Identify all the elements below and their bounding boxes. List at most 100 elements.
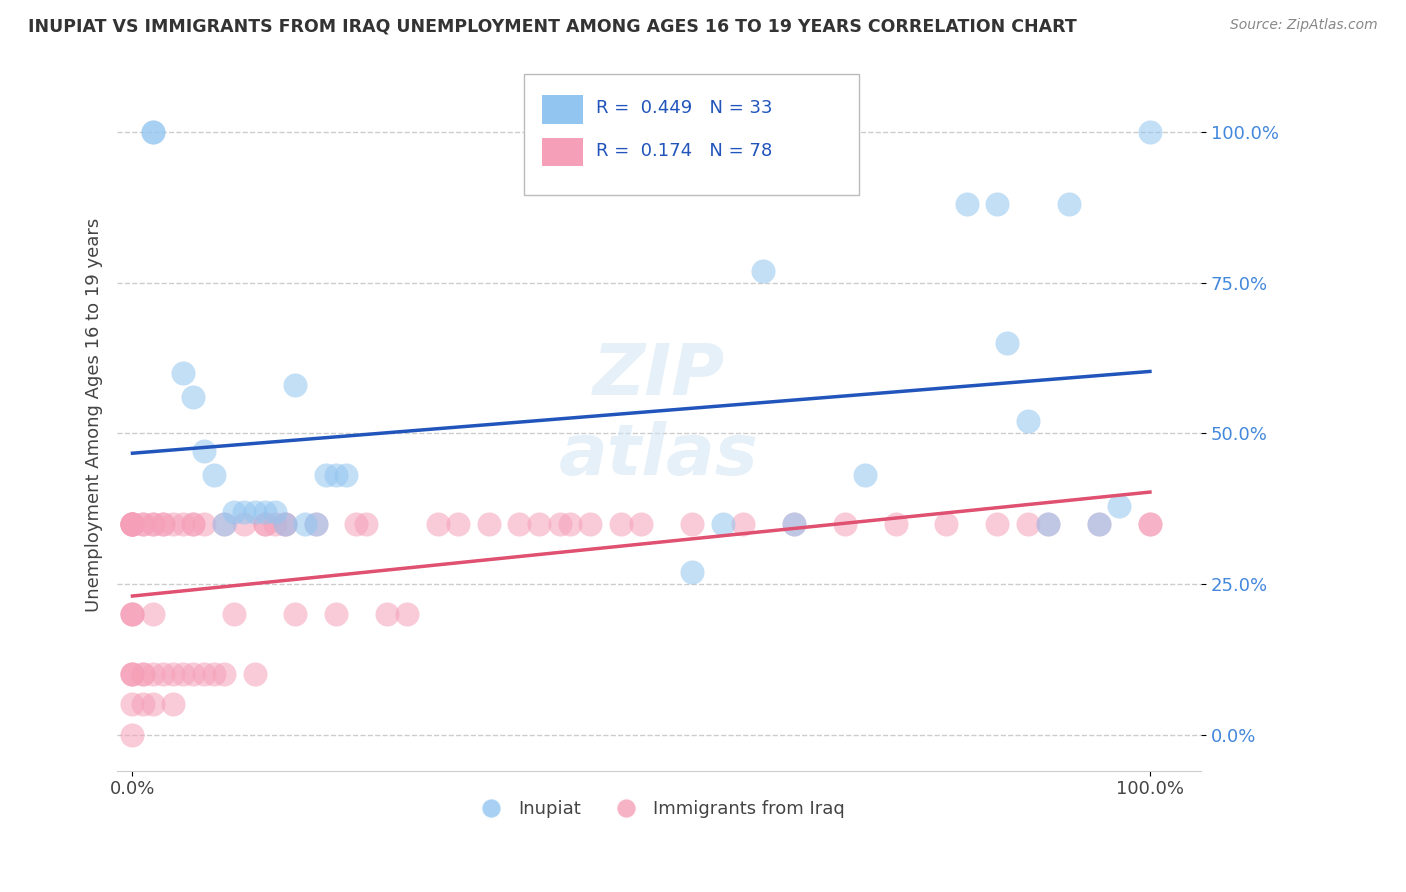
Text: R =  0.449   N = 33: R = 0.449 N = 33: [596, 99, 773, 117]
Point: [121, 698, 143, 712]
Point: [212, 516, 235, 531]
Point: [986, 516, 1008, 531]
Point: [253, 505, 276, 519]
Point: [121, 516, 143, 531]
Point: [529, 516, 551, 531]
Point: [396, 607, 419, 621]
Text: R =  0.174   N = 78: R = 0.174 N = 78: [596, 142, 772, 160]
Y-axis label: Unemployment Among Ages 16 to 19 years: Unemployment Among Ages 16 to 19 years: [86, 218, 103, 612]
Point: [172, 667, 194, 681]
Point: [426, 516, 449, 531]
Point: [783, 516, 806, 531]
Point: [152, 516, 174, 531]
Text: INUPIAT VS IMMIGRANTS FROM IRAQ UNEMPLOYMENT AMONG AGES 16 TO 19 YEARS CORRELATI: INUPIAT VS IMMIGRANTS FROM IRAQ UNEMPLOY…: [28, 18, 1077, 36]
Point: [294, 516, 316, 531]
Point: [1139, 516, 1161, 531]
Point: [264, 516, 287, 531]
Point: [508, 516, 530, 531]
Point: [121, 667, 143, 681]
Point: [142, 125, 165, 139]
Point: [121, 667, 143, 681]
Point: [193, 667, 215, 681]
Point: [121, 607, 143, 621]
Point: [131, 516, 153, 531]
Point: [477, 516, 499, 531]
Point: [253, 516, 276, 531]
Point: [1139, 125, 1161, 139]
Point: [284, 607, 307, 621]
Point: [681, 516, 703, 531]
Point: [152, 667, 174, 681]
Point: [142, 516, 165, 531]
Point: [183, 516, 205, 531]
Point: [356, 516, 378, 531]
Point: [121, 607, 143, 621]
Point: [1038, 516, 1060, 531]
Point: [447, 516, 470, 531]
Point: [202, 468, 225, 483]
Point: [202, 667, 225, 681]
FancyBboxPatch shape: [541, 138, 583, 166]
Point: [162, 667, 184, 681]
Point: [183, 667, 205, 681]
Point: [731, 516, 754, 531]
Point: [121, 516, 143, 531]
Point: [131, 667, 153, 681]
Point: [1038, 516, 1060, 531]
Point: [243, 505, 266, 519]
FancyBboxPatch shape: [523, 74, 859, 194]
Point: [315, 468, 337, 483]
Text: ZIP
atlas: ZIP atlas: [560, 341, 759, 490]
Point: [1108, 499, 1130, 513]
Point: [558, 516, 581, 531]
Point: [121, 516, 143, 531]
Point: [681, 565, 703, 579]
Point: [142, 125, 165, 139]
Point: [274, 516, 297, 531]
Point: [152, 516, 174, 531]
Point: [142, 698, 165, 712]
Point: [1088, 516, 1111, 531]
Point: [274, 516, 297, 531]
Point: [610, 516, 633, 531]
Point: [183, 390, 205, 404]
Point: [264, 505, 287, 519]
Point: [121, 516, 143, 531]
Point: [548, 516, 571, 531]
Point: [1088, 516, 1111, 531]
Point: [172, 516, 194, 531]
Legend: Inupiat, Immigrants from Iraq: Inupiat, Immigrants from Iraq: [465, 793, 852, 826]
Point: [783, 516, 806, 531]
Point: [752, 263, 775, 277]
Point: [193, 516, 215, 531]
Point: [131, 516, 153, 531]
Point: [1017, 516, 1039, 531]
Point: [233, 516, 256, 531]
Point: [956, 197, 979, 211]
Point: [274, 516, 297, 531]
Point: [325, 607, 347, 621]
Point: [997, 335, 1019, 350]
Point: [986, 197, 1008, 211]
Point: [121, 607, 143, 621]
Point: [579, 516, 602, 531]
Point: [142, 516, 165, 531]
Point: [212, 667, 235, 681]
Text: Source: ZipAtlas.com: Source: ZipAtlas.com: [1230, 18, 1378, 32]
Point: [834, 516, 856, 531]
Point: [162, 516, 184, 531]
Point: [711, 516, 734, 531]
Point: [121, 667, 143, 681]
Point: [131, 698, 153, 712]
Point: [630, 516, 652, 531]
Point: [121, 516, 143, 531]
Point: [375, 607, 398, 621]
Point: [325, 468, 347, 483]
Point: [335, 468, 357, 483]
Point: [172, 366, 194, 380]
Point: [193, 444, 215, 458]
Point: [344, 516, 367, 531]
Point: [121, 727, 143, 741]
Point: [253, 516, 276, 531]
Point: [853, 468, 876, 483]
